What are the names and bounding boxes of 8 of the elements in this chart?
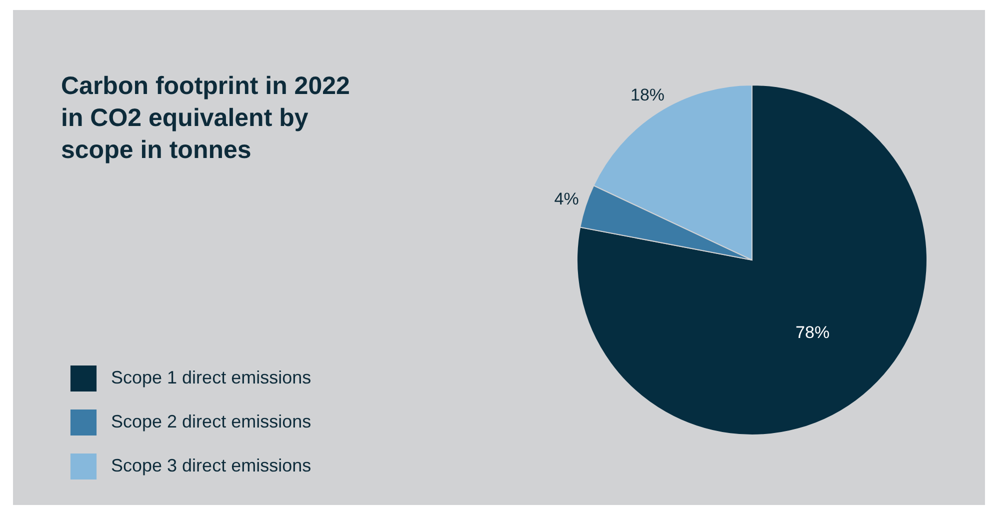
legend-label: Scope 3 direct emissions — [111, 456, 312, 476]
data-label: 4% — [554, 190, 579, 209]
data-label: 78% — [796, 323, 830, 342]
text: Carbon footprint in 2022 in CO2 equivalent by scope in tonnes — [61, 72, 350, 164]
legend-label: Scope 2 direct emissions — [111, 412, 312, 432]
data-label: 18% — [630, 85, 665, 104]
legend-label: Scope 1 direct emissions — [111, 368, 312, 388]
pie-slice — [576, 84, 928, 436]
